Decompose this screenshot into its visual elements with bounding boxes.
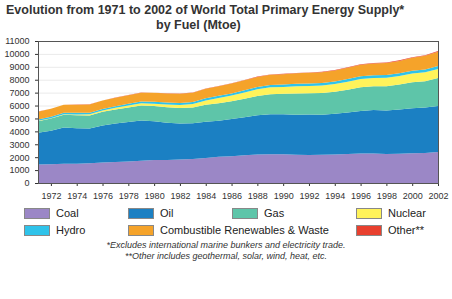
svg-text:3000: 3000: [9, 140, 29, 150]
html-text:Oil: Oil: [160, 207, 174, 219]
svg-text:1998: 1998: [377, 191, 397, 201]
svg-text:1984: 1984: [196, 191, 216, 201]
svg-text:1992: 1992: [299, 191, 319, 201]
html-text:Hydro: Hydro: [56, 224, 86, 236]
svg-text:1994: 1994: [325, 191, 345, 201]
html-text:Nuclear: Nuclear: [388, 207, 426, 219]
html-text:*Excludes international marine: *Excludes international marine bunkers a…: [106, 240, 346, 250]
html-text:Coal: Coal: [56, 207, 79, 219]
html-text:Gas: Gas: [264, 207, 285, 219]
svg-text:6000: 6000: [9, 101, 29, 111]
html-text:**Other includes geothermal, s: **Other includes geothermal, solar, wind…: [124, 251, 327, 261]
svg-text:1986: 1986: [222, 191, 242, 201]
svg-text:1972: 1972: [41, 191, 61, 201]
svg-text:2000: 2000: [9, 153, 29, 163]
svg-text:1978: 1978: [119, 191, 139, 201]
svg-text:0: 0: [24, 178, 29, 188]
html-text:by Fuel (Mtoe): by Fuel (Mtoe): [156, 18, 241, 32]
svg-text:7000: 7000: [9, 88, 29, 98]
svg-text:1988: 1988: [248, 191, 268, 201]
svg-text:11000: 11000: [5, 36, 29, 46]
svg-text:10000: 10000: [4, 49, 29, 59]
svg-text:1976: 1976: [93, 191, 113, 201]
svg-text:1980: 1980: [145, 191, 165, 201]
svg-text:9000: 9000: [9, 62, 29, 72]
svg-text:5000: 5000: [9, 114, 29, 124]
html-text:Evolution from 1971 to 2002 of: Evolution from 1971 to 2002 of World Tot…: [6, 3, 405, 17]
svg-text:2000: 2000: [403, 191, 423, 201]
svg-text:1974: 1974: [67, 191, 87, 201]
svg-text:8000: 8000: [9, 75, 29, 85]
svg-text:1990: 1990: [274, 191, 294, 201]
svg-text:1982: 1982: [170, 191, 190, 201]
html-text:Other**: Other**: [388, 224, 425, 236]
svg-text:1996: 1996: [351, 191, 371, 201]
html-text:Combustible Renewables & Waste: Combustible Renewables & Waste: [160, 224, 329, 236]
svg-text:1000: 1000: [9, 165, 29, 175]
svg-text:2002: 2002: [428, 191, 448, 201]
svg-text:4000: 4000: [9, 127, 29, 137]
